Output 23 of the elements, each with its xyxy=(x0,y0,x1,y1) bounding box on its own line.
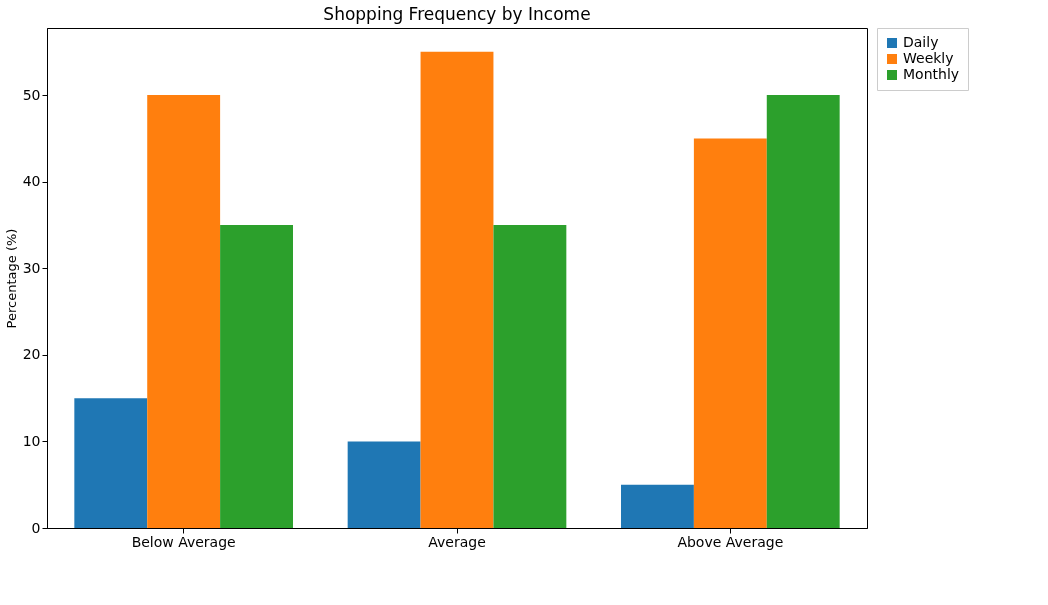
legend-label: Daily xyxy=(903,34,939,50)
bar xyxy=(493,224,567,528)
y-tick-label: 40 xyxy=(22,173,41,190)
bar xyxy=(621,484,694,528)
bar xyxy=(420,51,494,528)
bar xyxy=(347,441,421,528)
bar xyxy=(693,138,767,528)
y-axis-title: Percentage (%) xyxy=(3,228,19,329)
y-tick-label: 50 xyxy=(22,86,41,103)
bar xyxy=(220,224,293,528)
bar xyxy=(766,95,840,528)
y-tick-label: 30 xyxy=(22,259,41,276)
chart-title: Shopping Frequency by Income xyxy=(323,3,591,24)
x-tick-label: Above Average xyxy=(677,533,784,550)
legend-label: Weekly xyxy=(903,50,954,66)
y-tick-label: 10 xyxy=(22,432,41,449)
x-tick-label: Average xyxy=(428,533,486,550)
y-tick-label: 20 xyxy=(22,346,41,363)
bar xyxy=(147,95,221,528)
y-tick-label: 0 xyxy=(31,519,41,536)
bar xyxy=(74,398,148,528)
x-tick-label: Below Average xyxy=(131,533,236,550)
legend-label: Monthly xyxy=(903,66,960,82)
